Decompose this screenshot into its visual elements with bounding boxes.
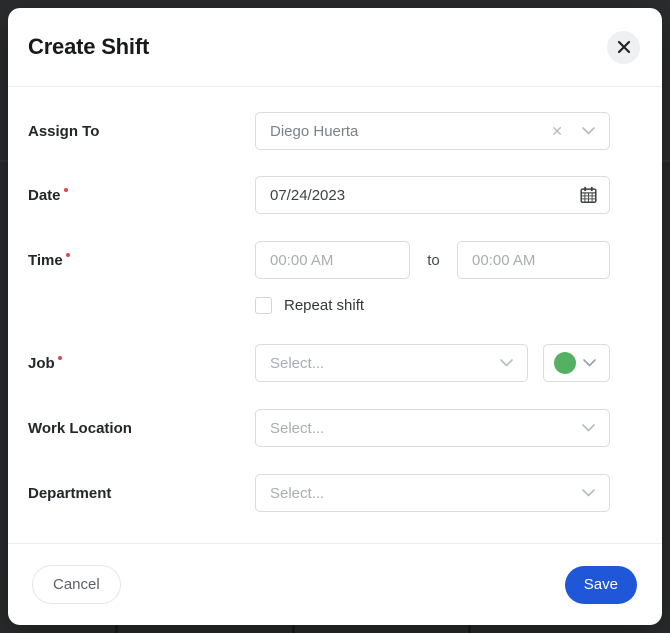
close-icon xyxy=(617,40,631,54)
backdrop-table-divider xyxy=(292,625,295,633)
job-select[interactable]: Select... xyxy=(255,344,528,382)
date-input[interactable]: 07/24/2023 xyxy=(255,176,610,214)
assign-to-row: Assign To Diego Huerta ✕ xyxy=(28,112,610,150)
chevron-down-icon xyxy=(582,489,595,497)
department-label: Department xyxy=(28,484,112,502)
job-placeholder: Select... xyxy=(270,354,325,372)
time-label: Time xyxy=(28,251,63,269)
time-row: Time to xyxy=(28,241,610,279)
repeat-shift-checkbox[interactable] xyxy=(255,296,272,314)
modal-body: Assign To Diego Huerta ✕ Date xyxy=(8,112,662,512)
chevron-down-icon xyxy=(583,359,596,367)
close-button[interactable] xyxy=(607,30,640,64)
job-color-swatch xyxy=(554,352,576,374)
work-location-select[interactable]: Select... xyxy=(255,409,610,447)
save-button[interactable]: Save xyxy=(564,565,637,604)
repeat-shift-label: Repeat shift xyxy=(284,296,365,314)
department-placeholder: Select... xyxy=(270,484,325,502)
end-time-input[interactable] xyxy=(457,241,610,279)
department-row: Department Select... xyxy=(28,474,610,512)
required-asterisk xyxy=(63,187,68,192)
create-shift-modal: Create Shift Assign To Diego Huerta ✕ xyxy=(8,8,662,625)
date-value: 07/24/2023 xyxy=(270,186,346,204)
time-separator: to xyxy=(427,251,440,269)
work-location-label: Work Location xyxy=(28,419,132,437)
job-row: Job Select... xyxy=(28,344,610,382)
job-label: Job xyxy=(28,354,55,372)
modal-footer: Cancel Save xyxy=(8,543,662,625)
chevron-down-icon xyxy=(582,424,595,432)
chevron-down-icon xyxy=(582,127,595,135)
clear-icon[interactable]: ✕ xyxy=(551,123,563,139)
required-asterisk xyxy=(57,355,62,360)
assign-to-label: Assign To xyxy=(28,122,100,140)
chevron-down-icon xyxy=(500,359,513,367)
required-asterisk xyxy=(65,252,70,257)
department-select[interactable]: Select... xyxy=(255,474,610,512)
backdrop-table-divider xyxy=(468,625,471,633)
date-row: Date 07/24/2023 xyxy=(28,176,610,214)
repeat-shift-row: Repeat shift xyxy=(255,296,610,314)
start-time-input[interactable] xyxy=(255,241,410,279)
date-label: Date xyxy=(28,186,61,204)
backdrop-table-divider xyxy=(115,625,118,633)
job-color-picker[interactable] xyxy=(543,344,610,382)
assign-to-select[interactable]: Diego Huerta ✕ xyxy=(255,112,610,150)
modal-title: Create Shift xyxy=(28,34,150,59)
assign-to-value: Diego Huerta xyxy=(270,122,359,140)
work-location-row: Work Location Select... xyxy=(28,409,610,447)
cancel-button[interactable]: Cancel xyxy=(32,565,121,604)
modal-header: Create Shift xyxy=(8,8,662,87)
work-location-placeholder: Select... xyxy=(270,419,325,437)
calendar-icon[interactable] xyxy=(579,186,598,205)
